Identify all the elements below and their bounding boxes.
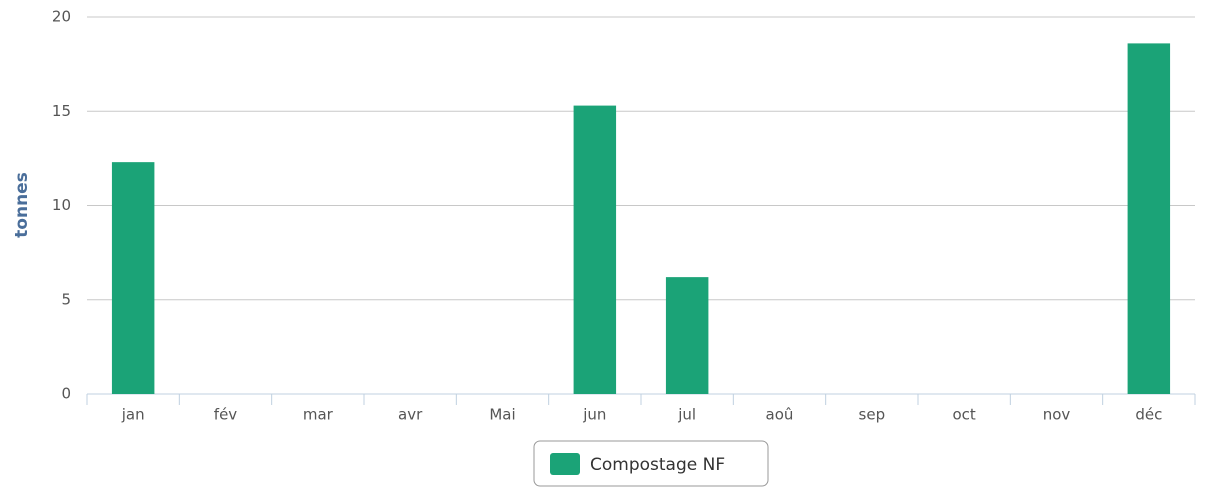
y-tick-label: 5 (61, 290, 71, 308)
bar (665, 277, 709, 394)
x-tick-label: oct (953, 406, 976, 424)
bar (1127, 43, 1171, 394)
x-tick-label: Mai (489, 406, 515, 424)
legend-swatch (550, 453, 580, 475)
x-tick-label: jan (121, 406, 145, 424)
y-axis-label: tonnes (12, 172, 32, 238)
y-tick-label: 0 (61, 385, 71, 403)
y-tick-label: 20 (52, 8, 71, 26)
x-tick-label: jul (677, 406, 696, 424)
x-tick-label: déc (1135, 406, 1162, 424)
x-tick-label: sep (859, 406, 886, 424)
x-tick-label: aoû (766, 406, 794, 424)
y-tick-label: 15 (52, 102, 71, 120)
x-tick-label: avr (398, 406, 423, 424)
bar (573, 105, 617, 394)
bar (111, 162, 155, 394)
legend-box (533, 440, 769, 487)
legend-label: Compostage NF (590, 455, 725, 475)
x-tick-label: mar (303, 406, 334, 424)
x-tick-label: nov (1043, 406, 1071, 424)
x-tick-label: fév (214, 406, 238, 424)
y-tick-label: 10 (52, 196, 71, 214)
x-tick-label: jun (582, 406, 606, 424)
